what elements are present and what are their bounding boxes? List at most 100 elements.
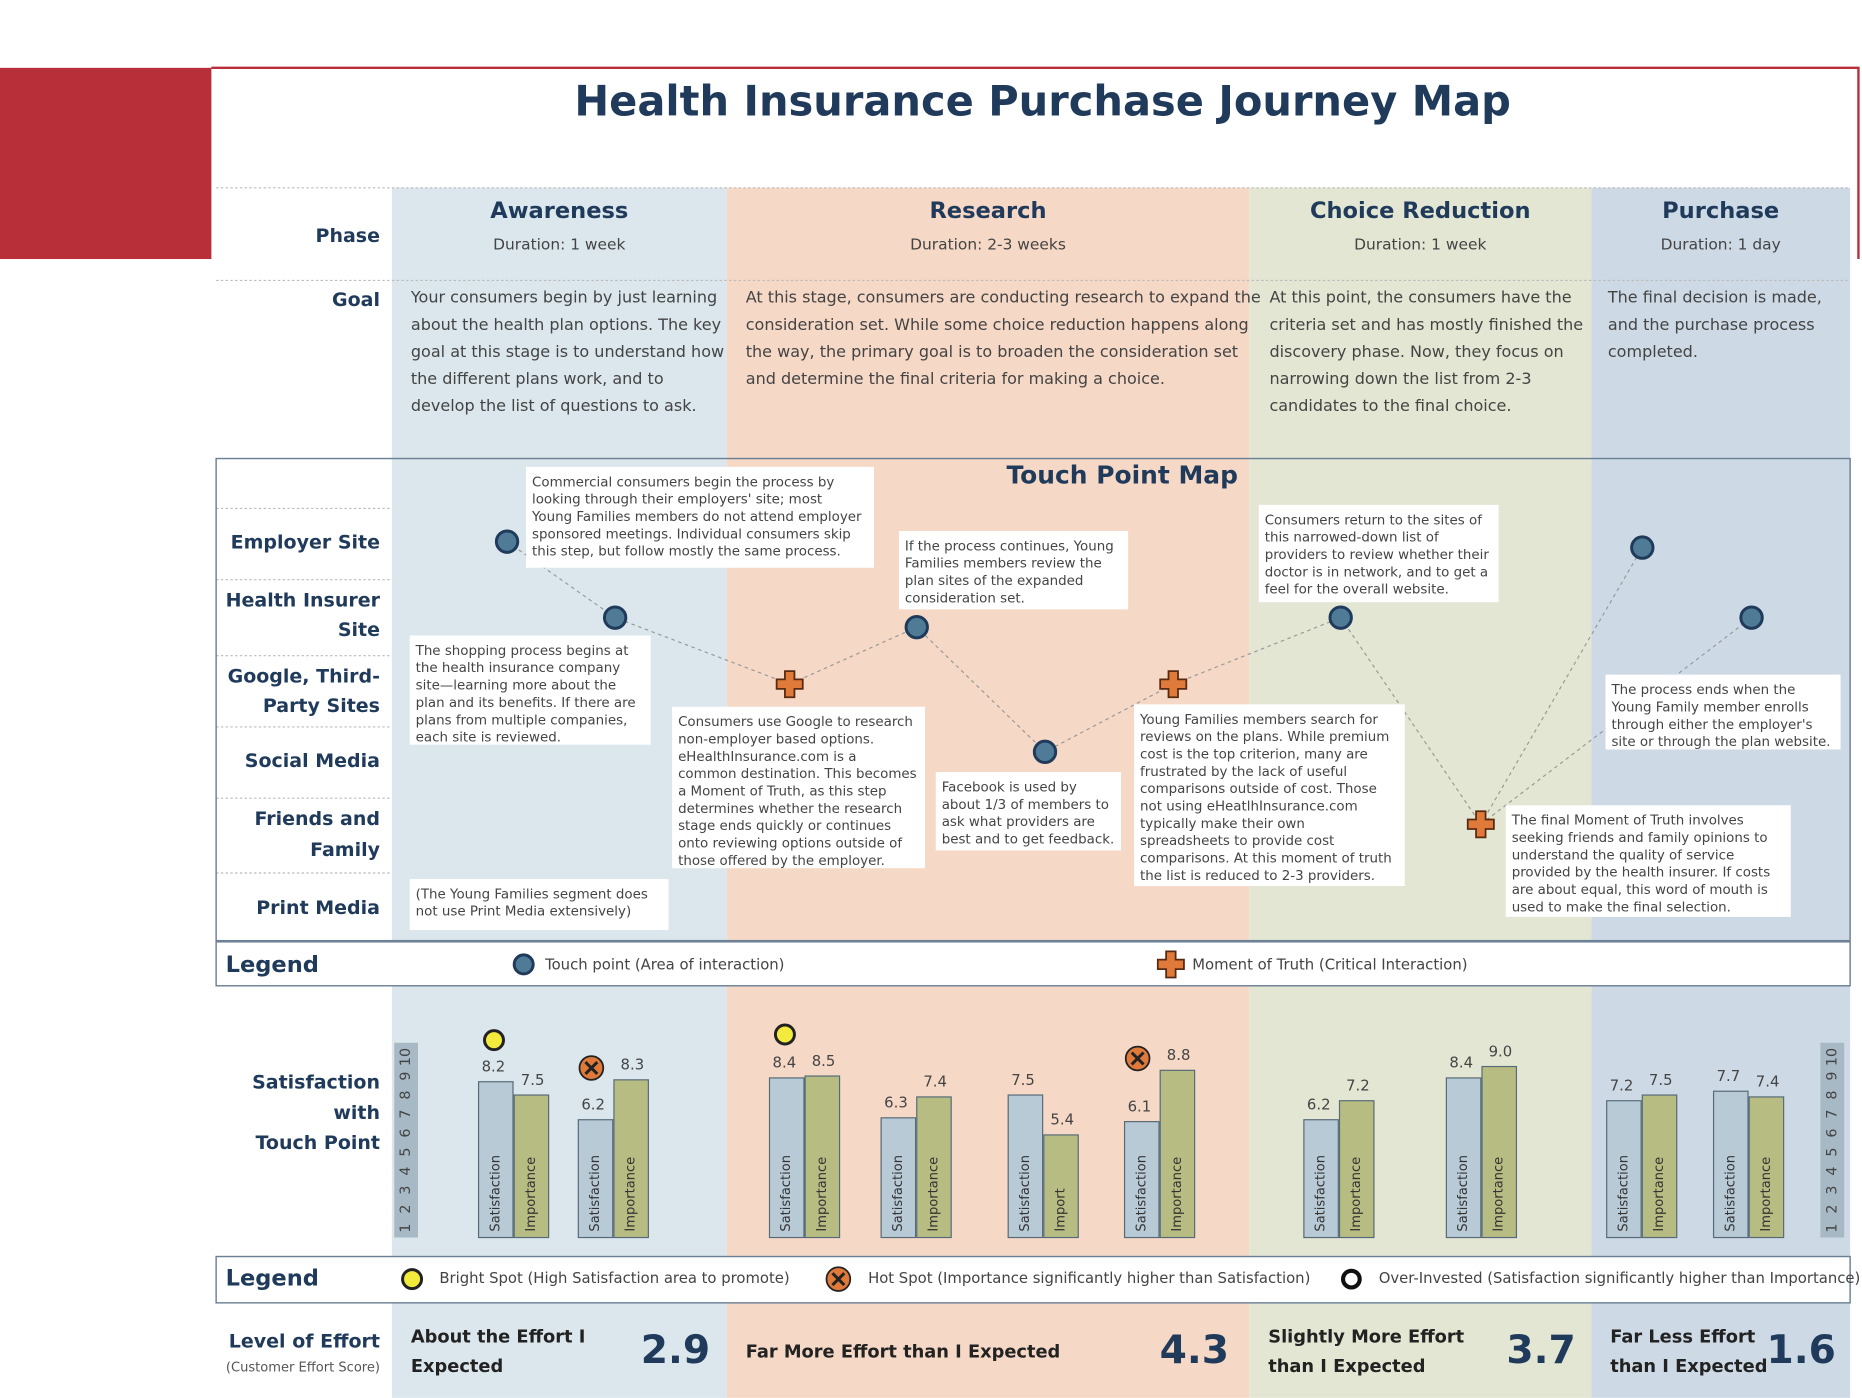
scale-tick: 6: [398, 1128, 414, 1137]
legend-item: Moment of Truth (Critical Interaction): [1192, 957, 1467, 974]
scale-tick: 7: [1824, 1109, 1840, 1118]
bar-value: 8.4: [1449, 1055, 1473, 1072]
goal-text: develop the list of questions to ask.: [411, 396, 697, 415]
scale-tick: 1: [1824, 1223, 1840, 1232]
callout-text: about 1/3 of members to: [942, 798, 1109, 813]
bar-value: 7.2: [1346, 1077, 1370, 1094]
hot-spot-x: [831, 1272, 846, 1287]
bar-label: Import: [1054, 1188, 1069, 1231]
bar: [768, 1077, 805, 1239]
touch-point: [904, 614, 929, 640]
effort-text: Far More Effort than I Expected: [746, 1342, 1061, 1363]
callout-text: comparisons outside of cost. Those: [1140, 782, 1377, 797]
channel-label: Friends and: [254, 808, 380, 830]
effort-text: than I Expected: [1610, 1356, 1767, 1377]
callout-text: sponsored meetings. Individual consumers…: [532, 527, 851, 542]
goal-text: and determine the final criteria for mak…: [746, 369, 1165, 388]
bar-label: Satisfaction: [779, 1155, 794, 1232]
hot-spot-x: [584, 1060, 599, 1075]
over-invested: [1340, 1268, 1362, 1290]
hot-spot-x: [1130, 1051, 1145, 1066]
callout-text: (The Young Families segment does: [416, 887, 648, 902]
legend-title: Legend: [226, 1266, 319, 1292]
goal-text: criteria set and has mostly finished the: [1269, 315, 1583, 334]
callout-box: [1258, 504, 1499, 603]
callout-text: Young Families members search for: [1139, 713, 1378, 728]
row-label: Satisfaction: [252, 1072, 380, 1094]
goal-text: At this stage, consumers are conducting …: [746, 288, 1261, 307]
bar: [1641, 1094, 1678, 1239]
scale-tick: 4: [398, 1166, 414, 1175]
callout-box: [409, 878, 669, 930]
phase-name: Choice Reduction: [1310, 198, 1531, 224]
callout-text: the health insurance company: [416, 661, 621, 676]
bar: [1748, 1096, 1785, 1239]
bar: [1712, 1090, 1749, 1239]
moment-of-truth: [1159, 670, 1188, 699]
bar-value: 7.7: [1717, 1068, 1741, 1085]
phase-name: Purchase: [1662, 198, 1779, 224]
bar: [1338, 1100, 1375, 1239]
scale-tick: 9: [1824, 1071, 1840, 1080]
channel-label: Employer Site: [231, 531, 380, 553]
phase-name: Research: [929, 198, 1046, 224]
bar: [1606, 1100, 1642, 1239]
phase-bg-sat: [1249, 985, 1592, 1257]
callout-text: doctor is in network, and to get a: [1265, 565, 1488, 580]
bar-value: 7.2: [1610, 1077, 1634, 1094]
callout-text: stage ends quickly or continues: [678, 819, 891, 834]
goal-text: Your consumers begin by just learning: [410, 288, 717, 307]
phase-name: Awareness: [490, 198, 628, 224]
phase-bg-top: [391, 187, 727, 459]
moment-of-truth: [1466, 810, 1495, 839]
bar-label: Satisfaction: [1456, 1155, 1471, 1232]
phase-bg-effort: [726, 1302, 1250, 1398]
phase-duration: Duration: 2-3 weeks: [910, 235, 1066, 253]
callout-text: typically make their own: [1140, 817, 1305, 832]
map-title: Touch Point Map: [1006, 460, 1237, 489]
bar-label: Importance: [524, 1157, 539, 1232]
bar-value: 7.4: [923, 1074, 947, 1091]
callout-text: Consumers return to the sites of: [1265, 513, 1483, 528]
phase-duration: Duration: 1 week: [1354, 235, 1486, 253]
legend-item: Bright Spot (High Satisfaction area to p…: [439, 1270, 789, 1287]
bar: [916, 1096, 952, 1239]
bar-label: Satisfaction: [1134, 1155, 1149, 1232]
goal-text: completed.: [1608, 342, 1698, 361]
legend-row: [215, 941, 1851, 987]
callout-box: [935, 772, 1121, 851]
bar-label: Importance: [1349, 1157, 1364, 1232]
bar-value: 6.1: [1128, 1098, 1152, 1115]
phase-duration: Duration: 1 week: [493, 235, 625, 253]
channel-label: Health Insurer: [226, 590, 381, 612]
callout-text: If the process continues, Young: [905, 539, 1114, 554]
phase-duration: Duration: 1 day: [1661, 235, 1781, 253]
channel-label: Google, Third-: [228, 666, 380, 688]
callout-box: [898, 530, 1129, 610]
callout-text: each site is reviewed.: [416, 731, 561, 746]
touch-point: [512, 953, 535, 976]
callout-box: [526, 466, 874, 568]
row-label: with: [333, 1102, 380, 1124]
bar-label: Satisfaction: [1616, 1155, 1631, 1232]
effort-score: 4.3: [1160, 1328, 1229, 1373]
callout-text: consideration set.: [905, 591, 1025, 606]
effort-score: 2.9: [641, 1328, 710, 1373]
effort-text: Far Less Effort: [1610, 1326, 1755, 1347]
goal-text: At this point, the consumers have the: [1269, 288, 1571, 307]
callout-text: cost is the top criterion, many are: [1140, 747, 1368, 762]
moment-of-truth: [1156, 950, 1185, 979]
phase-bg-top: [1591, 187, 1851, 459]
bar-label: Importance: [926, 1157, 941, 1232]
bar-value: 8.3: [621, 1057, 645, 1074]
callout-text: Families members review the: [905, 557, 1102, 572]
callout-text: reviews on the plans. While premium: [1140, 730, 1389, 745]
scale-tick: 5: [1824, 1147, 1840, 1156]
bar-label: Importance: [1759, 1157, 1774, 1232]
callout-box: [672, 706, 926, 869]
callout-text: provided by the health insurer. If costs: [1512, 866, 1771, 881]
scale-strip: [1820, 1042, 1845, 1238]
bar-value: 8.2: [482, 1058, 506, 1075]
goal-text: about the health plan options. The key: [411, 315, 721, 334]
